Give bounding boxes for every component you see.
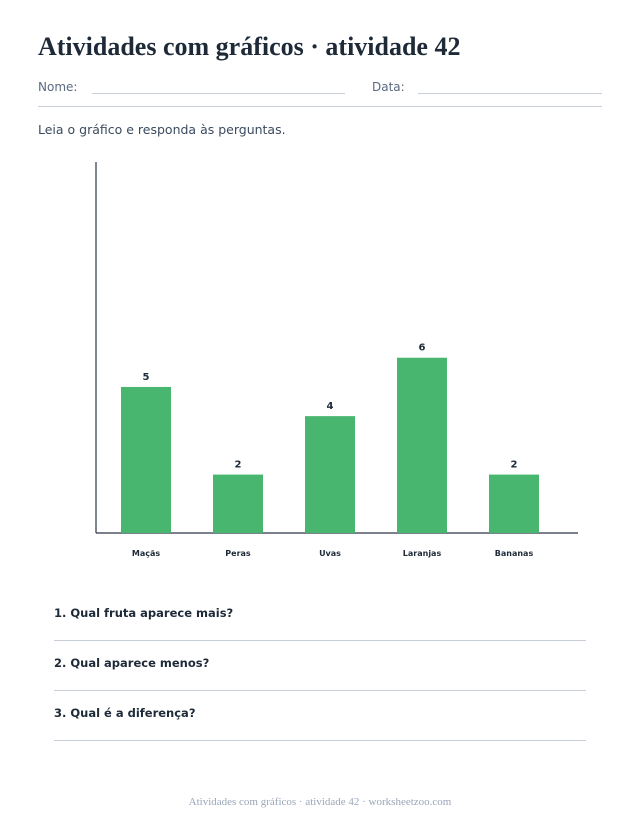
bar-3 [397, 357, 447, 533]
bar-value-label-0: 5 [143, 372, 150, 383]
name-label: Nome: [38, 80, 78, 94]
answer-line-2[interactable] [54, 690, 586, 691]
instructions-text: Leia o gráfico e responda às perguntas. [38, 122, 286, 137]
category-label-1: Peras [225, 549, 251, 558]
bar-value-label-3: 6 [419, 343, 426, 354]
page-footer: Atividades com gráficos · atividade 42 ·… [188, 796, 452, 808]
date-field-line[interactable] [418, 93, 602, 94]
answer-line-3[interactable] [54, 740, 586, 741]
bar-value-label-1: 2 [235, 460, 242, 471]
question-1: 1. Qual fruta aparece mais? [54, 606, 234, 620]
bar-value-label-4: 2 [511, 460, 518, 471]
category-label-2: Uvas [319, 549, 341, 558]
question-2: 2. Qual aparece menos? [54, 656, 210, 670]
worksheet-title: Atividades com gráficos · atividade 42 [38, 32, 461, 61]
category-label-4: Bananas [495, 549, 534, 558]
bar-chart: 5 Maçãs 2 Peras 4 Uvas 6 Laranjas 2 Bananas [95, 162, 578, 558]
bar-1 [213, 474, 263, 533]
bar-4 [489, 474, 539, 533]
answer-line-1[interactable] [54, 640, 586, 641]
category-label-3: Laranjas [403, 549, 442, 558]
bar-value-label-2: 4 [327, 401, 334, 412]
bar-0 [121, 386, 171, 533]
header-divider [38, 106, 602, 107]
date-label: Data: [372, 80, 405, 94]
bar-2 [305, 416, 355, 533]
question-3: 3. Qual é a diferença? [54, 706, 196, 720]
category-label-0: Maçãs [132, 549, 161, 558]
name-field-line[interactable] [92, 93, 345, 94]
